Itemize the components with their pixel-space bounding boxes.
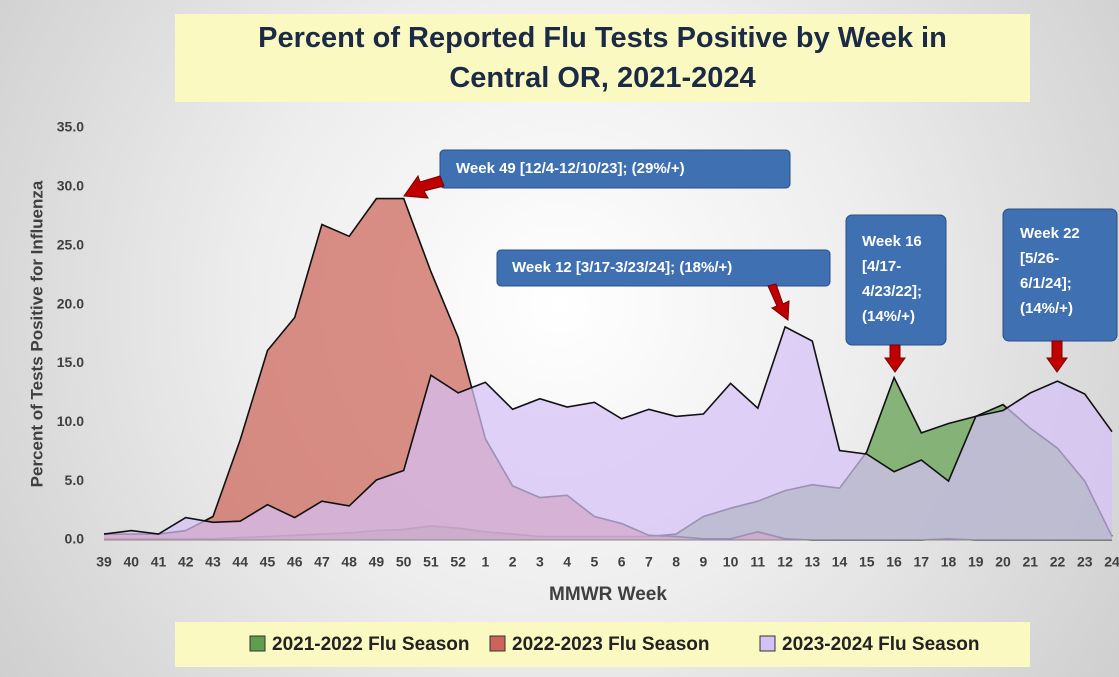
x-tick-label: 14 <box>832 554 848 570</box>
x-tick-label: 39 <box>96 554 112 570</box>
y-tick-label: 20.0 <box>57 295 84 311</box>
x-tick-label: 9 <box>699 554 707 570</box>
x-tick-label: 52 <box>450 554 466 570</box>
legend-label: 2021-2022 Flu Season <box>272 634 470 655</box>
x-tick-label: 24 <box>1104 554 1119 570</box>
x-tick-label: 48 <box>341 554 357 570</box>
legend-swatch <box>759 635 776 652</box>
annotation-text: [5/26- <box>1020 250 1059 267</box>
x-tick-label: 17 <box>914 554 930 570</box>
x-tick-label: 41 <box>151 554 167 570</box>
y-tick-label: 10.0 <box>57 413 84 429</box>
x-tick-label: 1 <box>482 554 490 570</box>
x-tick-label: 21 <box>1022 554 1038 570</box>
y-tick-label: 5.0 <box>65 472 85 488</box>
x-tick-label: 13 <box>805 554 821 570</box>
annotation-text: (14%/+) <box>1020 300 1073 317</box>
x-tick-label: 51 <box>423 554 439 570</box>
x-tick-label: 49 <box>369 554 385 570</box>
x-tick-label: 44 <box>232 554 248 570</box>
legend-label: 2023-2024 Flu Season <box>782 634 980 655</box>
y-axis-title: Percent of Tests Positive for Influenza <box>27 180 46 487</box>
area <box>104 198 1112 540</box>
x-tick-label: 11 <box>750 554 765 570</box>
legend-label: 2022-2023 Flu Season <box>512 634 710 655</box>
y-tick-label: 30.0 <box>57 178 84 194</box>
annotation-text: Week 22 <box>1020 225 1080 242</box>
y-tick-label: 15.0 <box>57 354 84 370</box>
annotation: Week 12 [3/17-3/23/24]; (18%/+) <box>496 249 831 321</box>
annotation <box>1002 208 1118 373</box>
x-tick-label: 46 <box>287 554 303 570</box>
x-tick-label: 22 <box>1050 554 1066 570</box>
annotation-text: 6/1/24]; <box>1020 275 1072 292</box>
annotation <box>845 214 947 373</box>
annotation-text: 4/23/22]; <box>862 283 922 300</box>
x-tick-label: 16 <box>886 554 902 570</box>
x-tick-label: 6 <box>618 554 626 570</box>
line <box>103 325 1113 535</box>
x-tick-label: 23 <box>1077 554 1093 570</box>
annotation: Week 49 [12/4-12/10/23]; (29%/+) <box>403 149 791 199</box>
x-tick-label: 8 <box>672 554 680 570</box>
x-axis-title: MMWR Week <box>549 584 667 605</box>
x-tick-label: 2 <box>509 554 517 570</box>
legend-swatch <box>489 635 506 652</box>
x-tick-label: 40 <box>123 554 139 570</box>
annotation-text: Week 16 <box>862 233 922 250</box>
x-tick-label: 4 <box>563 554 571 570</box>
y-tick-label: 25.0 <box>57 236 84 252</box>
x-tick-label: 10 <box>723 554 739 570</box>
annotation-text: Week 12 [3/17-3/23/24]; (18%/+) <box>512 259 732 276</box>
annotation-text: [4/17- <box>862 258 901 275</box>
x-tick-label: 19 <box>968 554 984 570</box>
x-tick-label: 42 <box>178 554 194 570</box>
x-tick-label: 3 <box>536 554 544 570</box>
chart-title: Percent of Reported Flu Tests Positive b… <box>175 14 1030 102</box>
x-tick-label: 47 <box>314 554 330 570</box>
annotation-text: Week 49 [12/4-12/10/23]; (29%/+) <box>456 160 685 177</box>
legend-box <box>175 622 1030 667</box>
x-tick-label: 7 <box>645 554 653 570</box>
area <box>104 326 1112 540</box>
x-tick-label: 50 <box>396 554 412 570</box>
legend-swatch <box>249 635 266 652</box>
x-tick-label: 20 <box>995 554 1011 570</box>
x-tick-label: 15 <box>859 554 875 570</box>
x-tick-label: 43 <box>205 554 221 570</box>
y-tick-label: 0.0 <box>65 531 85 547</box>
y-tick-label: 35.0 <box>57 119 84 135</box>
x-tick-label: 5 <box>590 554 598 570</box>
x-tick-label: 18 <box>941 554 957 570</box>
annotation-text: (14%/+) <box>862 308 915 325</box>
x-tick-label: 12 <box>777 554 793 570</box>
x-tick-label: 45 <box>260 554 276 570</box>
